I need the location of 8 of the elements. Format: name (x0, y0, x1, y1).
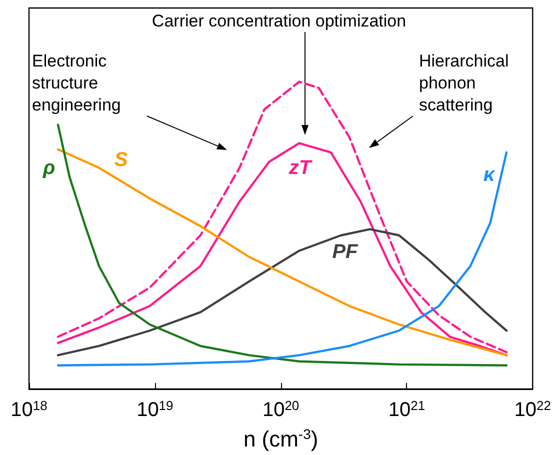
annotation: Electronic structure engineering (32, 52, 121, 114)
series-label: PF (332, 241, 359, 263)
series-label: zT (288, 157, 313, 179)
annotation: Hierarchical phonon scattering (419, 52, 514, 114)
series-label: κ (483, 164, 496, 186)
text: Carrier concentration optimization (152, 12, 406, 30)
series-label: ρ (42, 157, 56, 179)
series-label: S (114, 149, 128, 171)
